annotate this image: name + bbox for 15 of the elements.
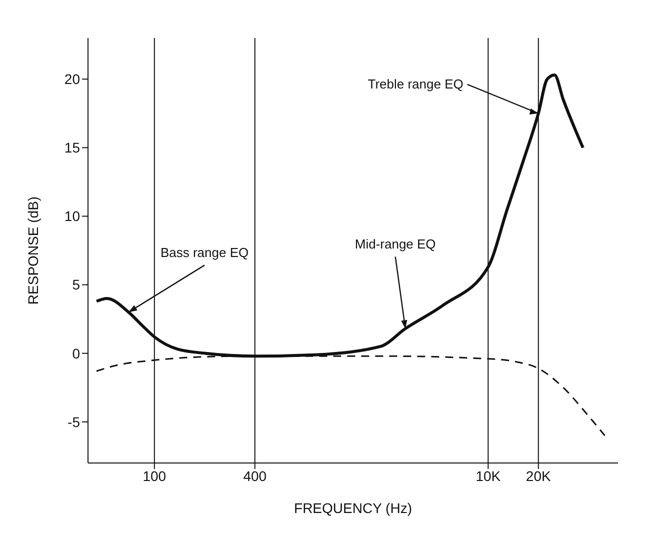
y-tick-label: 15 xyxy=(64,140,80,156)
y-tick-label: 5 xyxy=(72,276,80,293)
y-tick-label: 10 xyxy=(64,208,80,224)
annotation: Mid-range EQ xyxy=(354,236,436,252)
annotation: Bass range EQ xyxy=(160,245,249,260)
x-tick-label: 20K xyxy=(526,468,552,484)
y-tick-label: 20 xyxy=(64,71,80,88)
y-tick-label: 0 xyxy=(72,345,80,362)
y-tick-label: -5 xyxy=(68,414,80,430)
x-tick-label: 10K xyxy=(476,468,502,484)
x-tick-label: 400 xyxy=(243,468,267,484)
x-tick-label: 100 xyxy=(142,468,166,484)
annotation: Treble range EQ xyxy=(368,76,464,92)
x-axis-title: FREQUENCY (Hz) xyxy=(294,500,412,516)
y-axis-title: RESPONSE (dB) xyxy=(24,196,41,305)
